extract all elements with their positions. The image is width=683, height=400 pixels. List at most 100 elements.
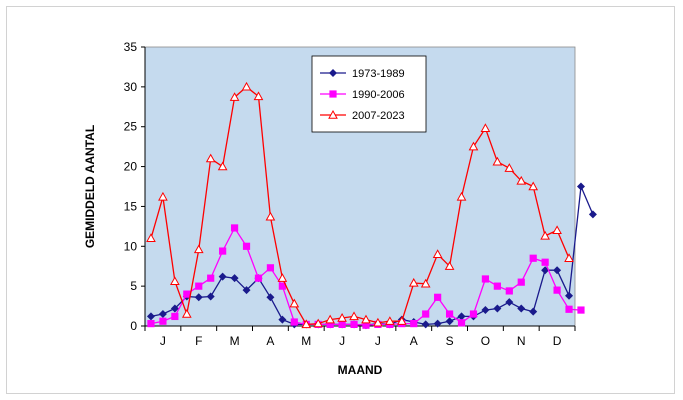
data-point xyxy=(289,298,300,308)
data-point xyxy=(301,319,312,329)
data-point xyxy=(254,274,263,282)
data-point xyxy=(170,276,180,286)
series-layer xyxy=(146,81,597,330)
data-point xyxy=(420,278,431,288)
data-point xyxy=(529,307,538,316)
legend-label: 2007-2023 xyxy=(352,110,405,122)
data-point xyxy=(266,293,275,302)
data-point xyxy=(505,298,514,307)
data-point xyxy=(481,275,490,283)
data-point xyxy=(361,314,371,324)
data-point xyxy=(146,233,156,243)
data-point xyxy=(159,317,167,325)
x-tick-label: O xyxy=(481,334,490,348)
x-tick-label: A xyxy=(266,334,274,348)
data-point xyxy=(266,264,275,272)
legend-marker xyxy=(329,69,337,77)
x-axis-label: MAAND xyxy=(338,363,383,377)
data-point xyxy=(541,258,549,266)
data-point xyxy=(218,272,227,281)
data-point xyxy=(338,320,346,329)
data-point xyxy=(326,320,334,329)
data-point xyxy=(468,141,479,151)
x-tick-label: J xyxy=(375,334,381,348)
data-point xyxy=(565,305,573,313)
data-point xyxy=(445,317,454,326)
series-2 xyxy=(146,81,574,329)
data-point xyxy=(576,182,585,191)
data-point xyxy=(493,304,502,313)
legend-marker xyxy=(328,109,338,119)
data-point xyxy=(444,261,455,270)
data-point xyxy=(278,315,287,324)
data-point xyxy=(492,156,503,166)
y-tick-label: 0 xyxy=(130,319,137,333)
data-point xyxy=(421,320,430,329)
x-tick-label: M xyxy=(301,334,311,348)
data-point xyxy=(195,282,203,290)
x-tick-label: D xyxy=(553,334,562,348)
data-point xyxy=(516,175,527,185)
data-point xyxy=(385,316,395,325)
data-point xyxy=(290,318,298,326)
data-point xyxy=(517,278,525,286)
data-point xyxy=(564,253,574,262)
data-point xyxy=(181,309,192,318)
data-point xyxy=(373,317,383,327)
data-point xyxy=(457,319,466,327)
legend-label: 1973-1989 xyxy=(352,68,405,80)
data-point xyxy=(456,191,467,201)
data-point xyxy=(517,304,526,313)
legend: 1973-1989 1990-2006 2007-2023 xyxy=(311,55,427,133)
data-point xyxy=(350,320,358,329)
legend-marker xyxy=(329,90,337,98)
data-point xyxy=(433,319,442,328)
x-tick-label: J xyxy=(160,334,166,348)
data-point xyxy=(158,310,167,319)
data-point xyxy=(277,273,288,282)
data-point xyxy=(205,153,216,163)
series-1 xyxy=(147,224,585,329)
data-point xyxy=(505,287,513,295)
legend-item: 2007-2023 xyxy=(320,109,405,122)
data-point xyxy=(219,247,227,255)
data-point xyxy=(469,310,478,318)
data-point xyxy=(588,210,597,219)
data-point xyxy=(230,274,239,283)
data-point xyxy=(349,311,359,321)
data-point xyxy=(265,211,276,221)
x-tick-label: M xyxy=(230,334,240,348)
data-point xyxy=(553,286,561,294)
y-tick-label: 35 xyxy=(124,40,138,54)
data-point xyxy=(217,161,228,171)
y-tick-label: 25 xyxy=(124,120,138,134)
y-tick-label: 20 xyxy=(124,160,138,174)
data-point xyxy=(410,320,418,328)
x-tick-label: S xyxy=(446,334,454,348)
data-point xyxy=(313,318,324,328)
data-point xyxy=(528,181,539,191)
data-point xyxy=(565,291,574,300)
data-point xyxy=(337,312,347,322)
x-tick-label: F xyxy=(195,334,202,348)
data-point xyxy=(408,277,419,287)
data-point xyxy=(504,163,515,172)
data-point xyxy=(480,123,491,133)
y-axis: 0 5 10 15 20 25 30 35 xyxy=(124,40,146,333)
data-point xyxy=(241,81,252,91)
x-tick-label: J xyxy=(339,334,345,348)
y-tick-label: 5 xyxy=(130,279,137,293)
data-point xyxy=(362,321,370,329)
y-tick-label: 10 xyxy=(124,239,138,253)
data-point xyxy=(194,293,203,302)
data-point xyxy=(445,310,454,318)
data-point xyxy=(278,282,286,290)
y-tick-label: 15 xyxy=(124,199,138,213)
data-point xyxy=(193,244,204,254)
data-point xyxy=(540,230,550,240)
data-point xyxy=(146,312,155,321)
legend-item: 1990-2006 xyxy=(320,89,405,101)
data-point xyxy=(253,91,264,101)
